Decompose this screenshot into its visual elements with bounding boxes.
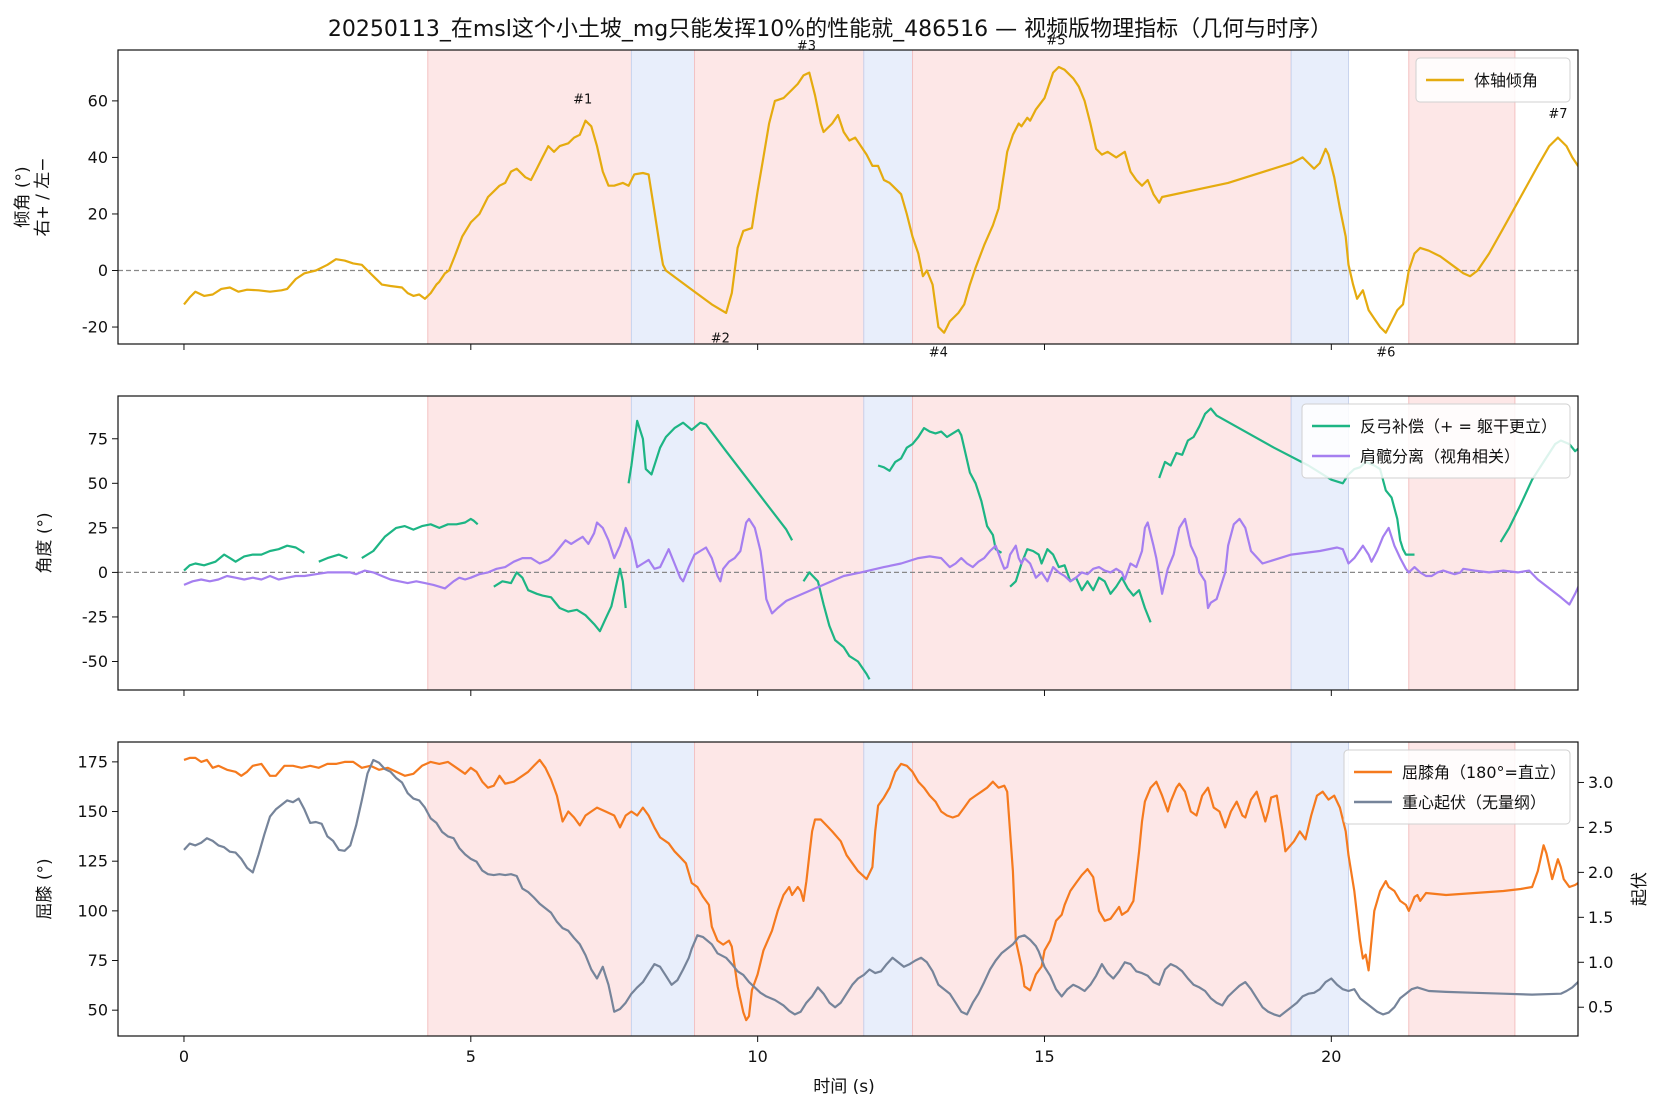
peak-label-4: #4 [929, 346, 948, 361]
legend-label: 重心起伏（无量纲） [1402, 793, 1546, 812]
series-line-1-segment-4 [493, 567, 627, 633]
y-tick-label: 40 [88, 148, 108, 167]
series-line-1-segment-5 [627, 419, 794, 541]
y2-tick-label: 2.5 [1588, 818, 1613, 837]
axes-frame [117, 741, 1579, 1037]
peak-label-7: #7 [1548, 107, 1567, 122]
legend-box [1343, 749, 1571, 825]
y-axis-label-line: 屈膝 (°) [35, 858, 55, 919]
peak-label-3: #3 [797, 39, 816, 54]
axes-frame [117, 49, 1579, 345]
legend: 体轴倾角 [1415, 57, 1571, 103]
phase-band-blue [1290, 741, 1350, 1037]
y-tick-label: 100 [77, 901, 108, 920]
y2-tick-label: 1.0 [1588, 953, 1613, 972]
series-line-1-segment-1 [183, 544, 305, 572]
legend-label: 屈膝角（180°=直立） [1402, 763, 1566, 782]
y-tick-label: 50 [88, 474, 108, 493]
series-line-2-segment-1 [183, 517, 1578, 615]
series-line-1-segment-9 [1158, 407, 1415, 556]
series-line-1-segment-7 [877, 427, 1003, 554]
x-tick-label: 10 [747, 1047, 767, 1066]
phase-band-blue [863, 741, 914, 1037]
phase-band-pink [694, 741, 865, 1037]
x-tick-label: 5 [466, 1047, 476, 1066]
axes-frame [117, 395, 1579, 691]
series-line-1-segment-1 [183, 756, 1578, 1022]
y-tick-label: 20 [88, 204, 108, 223]
phase-band-pink [912, 49, 1292, 345]
series-line-2-segment-1 [183, 758, 1578, 1018]
x-axis-label: 时间 (s) [813, 1077, 875, 1097]
legend-label: 体轴倾角 [1474, 71, 1538, 90]
phase-band-blue [630, 741, 696, 1037]
y-tick-label: 150 [77, 802, 108, 821]
series-line-1-segment-6 [802, 571, 871, 680]
y-tick-label: -25 [82, 607, 108, 626]
y2-tick-label: 1.5 [1588, 908, 1613, 927]
y-axis-label: 角度 (°) [35, 512, 55, 573]
y-tick-label: -50 [82, 652, 108, 671]
legend-box [1301, 403, 1571, 479]
series-line-1-segment-3 [361, 517, 479, 560]
y-tick-label: 75 [88, 429, 108, 448]
legend: 反弓补偿（+ = 躯干更立） 肩髋分离（视角相关） [1301, 403, 1571, 479]
y2-axis-label: 起伏 [1630, 872, 1650, 906]
y-axis-label: 倾角 (°)右+ / 左− [13, 157, 53, 236]
panel-1: #1 #2 #3 #4 #5 #6 #7 -20 0 20 40 60 倾角 (°)右+ / 左− 体轴倾… [13, 33, 1579, 361]
phase-band-pink [427, 741, 632, 1037]
series-group [183, 65, 1578, 334]
x-tick-label: 0 [179, 1047, 189, 1066]
series-line-1-segment-2 [318, 553, 348, 563]
peak-label-5: #5 [1046, 33, 1065, 48]
y-axis-label: 屈膝 (°) [35, 858, 55, 919]
series-line-1-segment-1 [183, 65, 1578, 334]
phase-band-pink [694, 395, 865, 691]
x-tick-label: 20 [1321, 1047, 1341, 1066]
y-tick-label: 75 [88, 951, 108, 970]
peak-label-6: #6 [1376, 346, 1395, 361]
y-tick-label: 125 [77, 852, 108, 871]
legend-label: 反弓补偿（+ = 躯干更立） [1360, 417, 1557, 436]
legend-box [1415, 57, 1571, 103]
chart-title: 20250113_在msl这个小土坡_mg只能发挥10%的性能就_486516 … [328, 17, 1332, 42]
legend: 屈膝角（180°=直立） 重心起伏（无量纲） [1343, 749, 1571, 825]
phase-band-blue [863, 49, 914, 345]
y-tick-label: 0 [98, 261, 108, 280]
series-group [183, 756, 1578, 1022]
y-axis-label-line: 右+ / 左− [33, 157, 53, 236]
phase-band-pink [427, 395, 632, 691]
phase-band-blue [863, 395, 914, 691]
y-axis-label-line: 倾角 (°) [13, 166, 33, 227]
panel-3: 50 75 100 125 150 175 0.5 1.0 1.5 2.0 2.5 3.0 起伏 0 5 10… [35, 741, 1650, 1066]
series-line-1-segment-8 [1009, 548, 1152, 623]
y2-tick-label: 2.0 [1588, 863, 1613, 882]
y-tick-label: 50 [88, 1001, 108, 1020]
phase-band-pink [912, 395, 1292, 691]
phase-band-pink [912, 741, 1292, 1037]
y-tick-label: 0 [98, 563, 108, 582]
phase-band-blue [630, 49, 696, 345]
panel-2: -50 -25 0 25 50 75 角度 (°) 反弓补偿（+ = 躯干更立） 肩髋分离（视角… [35, 395, 1579, 696]
y-tick-label: 25 [88, 518, 108, 537]
y-axis-label-line: 角度 (°) [35, 512, 55, 573]
peak-label-2: #2 [711, 332, 730, 347]
peak-label-1: #1 [573, 93, 592, 108]
panels-layer: #1 #2 #3 #4 #5 #6 #7 -20 0 20 40 60 倾角 (°)右+ / 左− 体轴倾… [13, 33, 1650, 1066]
phase-band-pink [427, 49, 632, 345]
y2-tick-label: 3.0 [1588, 773, 1613, 792]
legend-label: 肩髋分离（视角相关） [1360, 447, 1520, 466]
y2-tick-label: 0.5 [1588, 998, 1613, 1017]
phase-band-pink [694, 49, 865, 345]
phase-band-blue [630, 395, 696, 691]
y-tick-label: -20 [82, 318, 108, 337]
y-tick-label: 175 [77, 752, 108, 771]
phase-band-blue [1290, 49, 1350, 345]
x-tick-label: 15 [1034, 1047, 1054, 1066]
y-tick-label: 60 [88, 91, 108, 110]
